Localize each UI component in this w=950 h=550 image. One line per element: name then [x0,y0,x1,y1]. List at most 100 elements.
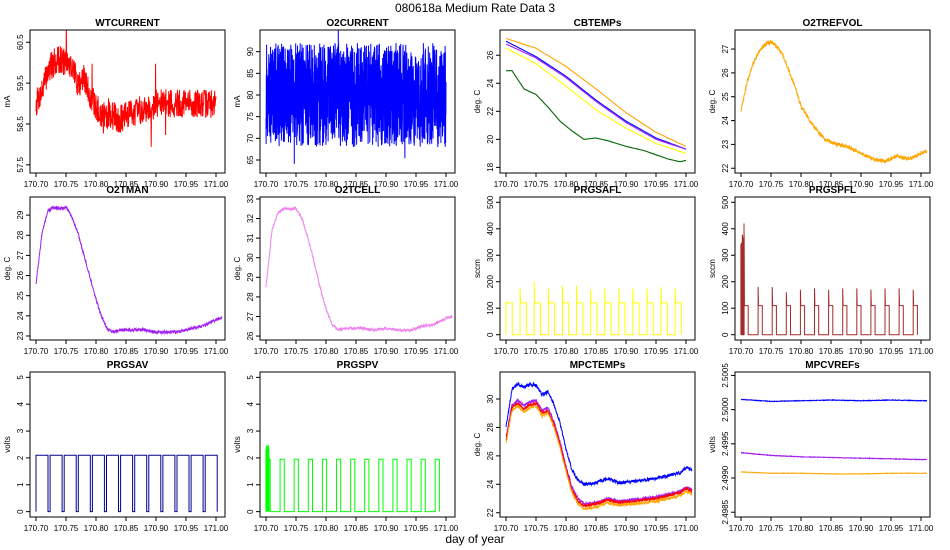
x-tick-label: 170.90 [144,524,169,533]
y-tick-label: 0 [246,509,255,514]
x-tick-label: 170.75 [524,347,549,356]
y-tick-label: 200 [486,275,495,289]
y-tick-label: 27 [246,311,255,320]
series-group [740,40,928,164]
plot-frame [499,371,696,518]
x-tick-label: 170.75 [284,347,309,356]
y-tick-label: 2.4985 [721,499,730,524]
y-tick-label: 29 [246,272,255,281]
y-axis-label: deg. C [233,256,242,280]
series-line-purple [505,397,693,507]
series-group [265,205,453,334]
y-tick-label: 31 [246,233,255,242]
x-tick-label: 170.80 [789,524,814,533]
panel-title: O2TMAN [106,185,148,196]
y-tick-label: 500 [486,195,495,209]
y-axis-label: sccm [708,259,717,278]
y-axis-label: volts [708,436,717,452]
x-tick-label: 170.85 [344,524,369,533]
series-group [265,30,447,164]
x-tick-label: 171.00 [204,524,229,533]
panel-mpctemps: MPCTEMPs 170.70 170.75 170.80 170.85 170.90 17… [473,360,699,533]
series-line-yellow [505,47,687,154]
x-tick-label: 170.70 [254,347,279,356]
y-tick-label: 70 [246,133,255,142]
x-tick-label: 170.70 [729,524,754,533]
y-tick-label: 57.5 [16,156,25,172]
x-tick-label: 170.95 [879,347,904,356]
y-tick-label: 1 [246,482,255,487]
x-tick-label: 170.90 [374,524,399,533]
x-tick-label: 170.80 [84,524,109,533]
panel-title: CBTEMPs [574,18,622,29]
plot-frame [734,371,931,518]
plot-frame [29,29,226,174]
panel-prgspfl: PRGSPFL 170.70 170.75 170.80 170.85 170.90 170… [708,185,934,356]
x-tick-label: 170.90 [614,524,639,533]
y-tick-label: 300 [721,248,730,262]
panel-mpcvrefs: MPCVREFs 170.70 170.75 170.80 170.85 170.90 17… [708,360,934,533]
panel-title: O2TREFVOL [802,18,862,29]
series-group [505,381,693,511]
plot-frame [29,196,226,341]
panel-title: O2CURRENT [326,18,388,29]
x-tick-label: 171.00 [674,524,699,533]
x-tick-label: 170.80 [84,347,109,356]
x-tick-label: 171.00 [909,347,934,356]
plot-frame [499,196,696,341]
x-tick-label: 170.70 [24,524,49,533]
y-tick-label: 2 [246,455,255,460]
x-tick-label: 171.00 [204,180,229,189]
x-tick-label: 170.75 [54,524,79,533]
y-axis-label: volts [233,436,242,452]
figure-title: 080618a Medium Rate Data 3 [395,1,555,15]
x-tick-label: 170.85 [114,347,139,356]
plot-frame [259,29,456,174]
panel-o2tcell: O2TCELL 170.70 170.75 170.80 170.85 170.90 170… [233,185,459,356]
x-tick-label: 170.95 [174,180,199,189]
x-tick-label: 170.80 [314,524,339,533]
series-burst-PRGSPV [265,444,270,512]
y-tick-label: 24 [16,311,25,320]
x-tick-label: 170.75 [284,180,309,189]
series-line-O2TMAN [35,205,223,336]
x-tick-label: 170.95 [879,180,904,189]
y-tick-label: 4 [246,401,255,406]
panel-title: PRGSPFL [809,185,856,196]
x-tick-label: 170.80 [84,180,109,189]
y-tick-label: 24 [486,78,495,87]
y-tick-label: 100 [721,301,730,315]
x-tick-label: 171.00 [434,524,459,533]
x-tick-label: 170.95 [404,347,429,356]
x-tick-label: 170.90 [144,347,169,356]
plot-frame [259,371,456,518]
x-tick-label: 170.75 [284,524,309,533]
x-tick-label: 170.80 [789,180,814,189]
series-line-purple [740,451,928,461]
y-tick-label: 3 [16,428,25,433]
series-pulse-PRGSPFL [741,223,918,336]
series-group [35,205,223,336]
y-tick-label: 3 [246,428,255,433]
y-tick-label: 33 [246,194,255,203]
y-tick-label: 26 [16,271,25,280]
x-tick-label: 170.90 [849,347,874,356]
x-tick-label: 170.75 [524,524,549,533]
x-tick-label: 170.70 [254,180,279,189]
panel-cbtemps: CBTEMPs 170.70 170.75 170.80 170.85 170.90 170… [473,18,699,189]
y-tick-label: 26 [246,331,255,340]
x-tick-label: 170.90 [849,180,874,189]
y-tick-label: 90 [246,47,255,56]
y-tick-label: 18 [486,162,495,171]
x-tick-label: 170.95 [644,180,669,189]
series-line-green [506,70,687,163]
series-line-blue [505,40,687,150]
y-tick-label: 23 [721,139,730,148]
series-group [505,37,687,163]
x-tick-label: 170.95 [174,347,199,356]
y-tick-label: 25 [16,291,25,300]
series-group [35,454,218,513]
x-tick-label: 170.85 [344,347,369,356]
series-line-orange [740,470,928,475]
